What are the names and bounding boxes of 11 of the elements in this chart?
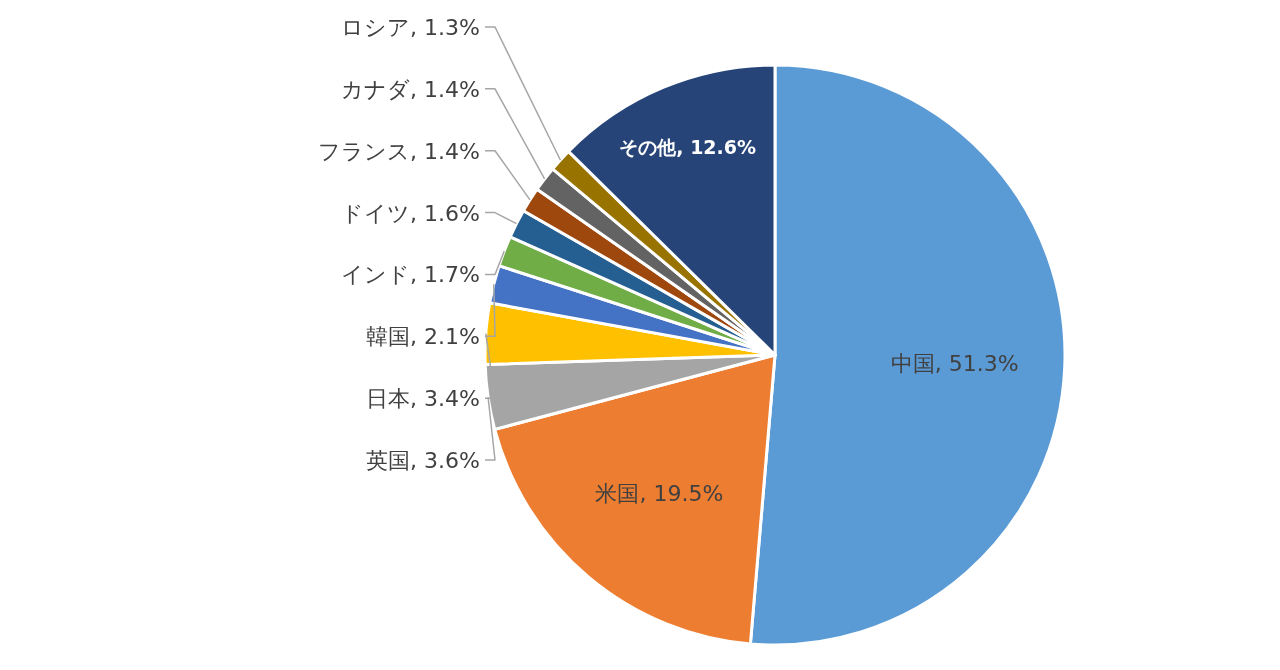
slice-label: 英国, 3.6%: [366, 448, 480, 473]
slice-label: ロシア, 1.3%: [341, 15, 480, 40]
slice-label: 日本, 3.4%: [366, 386, 480, 412]
slice-label: 米国, 19.5%: [595, 480, 724, 506]
slice-label: ドイツ, 1.6%: [341, 200, 480, 226]
slice-label: その他, 12.6%: [619, 136, 757, 159]
slice-label: 中国, 51.3%: [890, 350, 1019, 376]
slice-label: カナダ, 1.4%: [341, 76, 480, 102]
slice-label: フランス, 1.4%: [318, 138, 480, 164]
slice-label: インド, 1.7%: [341, 262, 480, 288]
slice-label: 韓国, 2.1%: [366, 324, 480, 350]
